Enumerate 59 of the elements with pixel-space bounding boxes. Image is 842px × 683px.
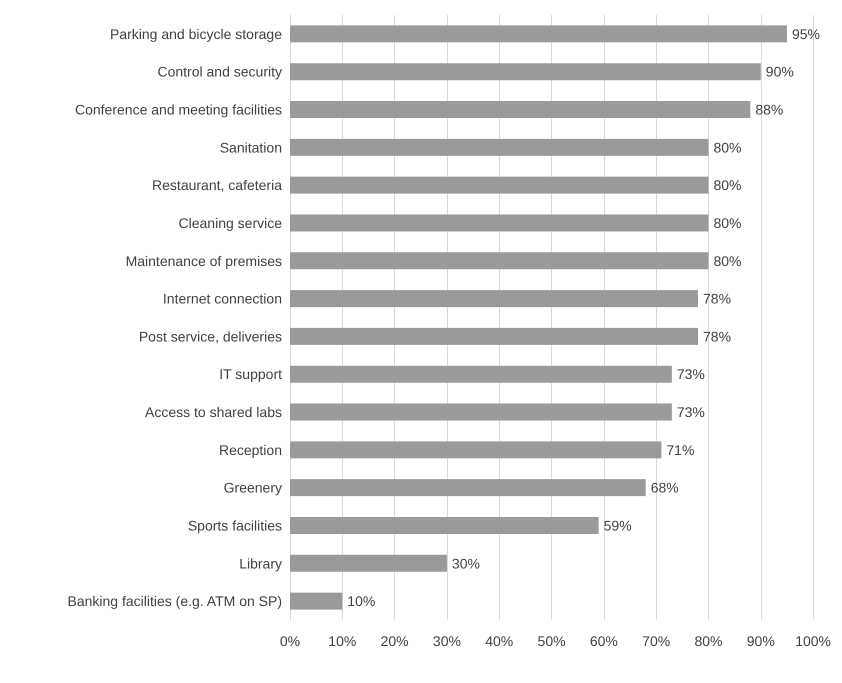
x-tick-label: 40%: [485, 633, 514, 649]
data-label: 30%: [452, 555, 480, 572]
bar: [290, 176, 708, 194]
y-tick-label: Library: [239, 555, 282, 572]
data-label: 90%: [766, 64, 794, 80]
bar: [290, 214, 708, 232]
bar: [290, 290, 698, 308]
y-tick-label: Control and security: [157, 64, 282, 80]
bar: [290, 25, 787, 42]
y-tick-label: Cleaning service: [178, 214, 282, 231]
bar: [290, 63, 761, 80]
x-tick-label: 10%: [328, 633, 356, 649]
data-label: 80%: [713, 139, 742, 156]
y-tick-label: Post service, deliveries: [138, 328, 282, 344]
y-tick-label: Conference and meeting facilities: [74, 102, 282, 118]
x-tick-label: 30%: [432, 633, 461, 649]
y-tick-label: Maintenance of premises: [126, 252, 282, 269]
data-label: 68%: [650, 480, 679, 496]
data-label: 59%: [604, 517, 632, 534]
y-tick-label: Access to shared labs: [145, 404, 282, 420]
x-tick-label: 80%: [694, 633, 722, 649]
y-tick-label: Parking and bicycle storage: [110, 26, 282, 42]
y-tick-label: Reception: [218, 442, 282, 458]
y-tick-label: Restaurant, cafeteria: [152, 177, 282, 194]
data-label: 71%: [666, 442, 694, 458]
bar: [290, 441, 662, 458]
x-tick-label: 60%: [590, 633, 618, 649]
x-tick-label: 20%: [380, 633, 409, 649]
bar: [290, 366, 672, 383]
bar: [290, 516, 599, 534]
data-label: 95%: [792, 26, 820, 42]
x-tick-label: 0%: [280, 633, 300, 649]
y-tick-label: Greenery: [224, 480, 282, 496]
y-tick-label: Sanitation: [220, 139, 282, 156]
x-tick-label: 90%: [746, 633, 775, 649]
y-tick-label: Banking facilities (e.g. ATM on SP): [68, 593, 282, 610]
bar: [290, 479, 646, 496]
data-label: 73%: [676, 366, 705, 382]
data-label: 80%: [713, 252, 742, 269]
bar: [290, 404, 672, 421]
bar: [290, 138, 708, 156]
y-tick-label: Internet connection: [162, 290, 282, 307]
bar: [290, 252, 708, 270]
y-tick-label: Sports facilities: [188, 517, 282, 534]
data-label: 73%: [676, 404, 705, 420]
data-label: 88%: [755, 102, 784, 118]
y-tick-label: IT support: [219, 366, 282, 382]
x-tick-label: 50%: [538, 633, 566, 649]
x-tick-label: 70%: [642, 633, 670, 649]
x-tick-label: 100%: [795, 633, 832, 649]
data-label: 80%: [713, 177, 742, 194]
bar: [290, 592, 342, 610]
data-label: 80%: [713, 214, 742, 231]
data-label: 10%: [347, 593, 376, 610]
bar: [290, 554, 447, 572]
bar: [290, 101, 750, 118]
data-label: 78%: [703, 328, 732, 344]
bar: [290, 328, 698, 345]
data-label: 78%: [703, 290, 732, 307]
